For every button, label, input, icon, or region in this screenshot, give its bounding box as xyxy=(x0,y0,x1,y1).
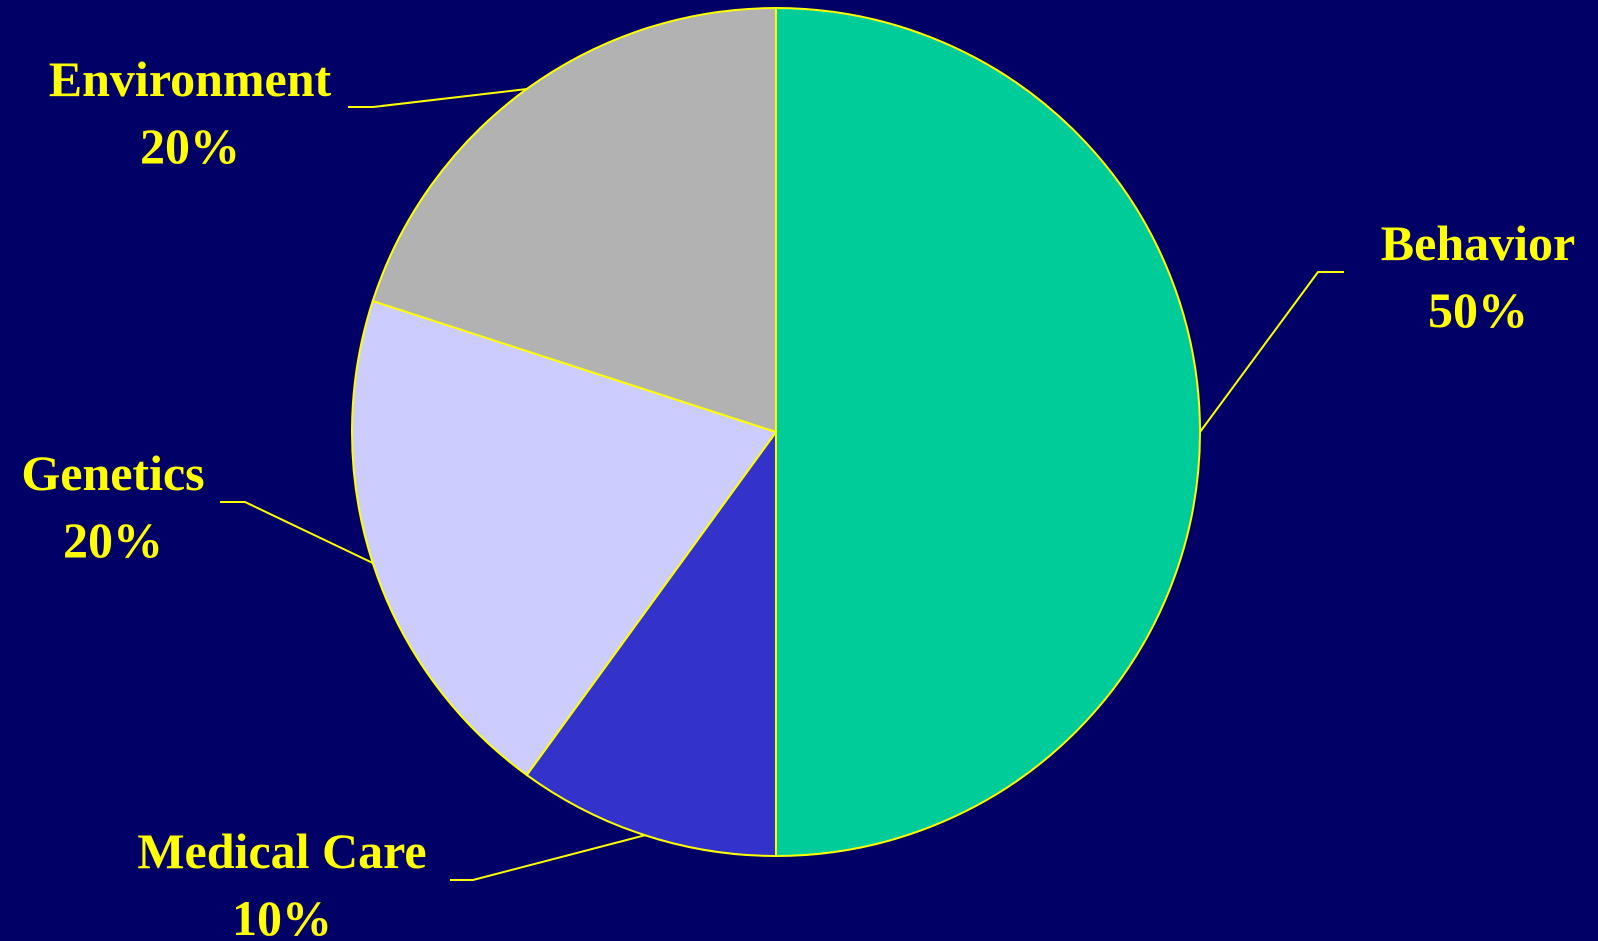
slice-name-label: Genetics xyxy=(21,445,204,501)
slice-name-label: Medical Care xyxy=(137,823,426,879)
pie-slices xyxy=(351,6,1201,858)
leader-line-environment xyxy=(348,88,527,108)
slice-percent-label: 50% xyxy=(1428,282,1528,338)
slice-name-label: Behavior xyxy=(1381,215,1575,271)
leader-line-medical-care xyxy=(450,834,646,881)
slice-percent-label: 10% xyxy=(232,890,332,941)
leader-line-behavior xyxy=(1199,271,1344,433)
slice-percent-label: 20% xyxy=(63,512,163,568)
leader-lines xyxy=(220,88,1344,881)
slice-labels: Behavior 50% Medical Care 10% Genetics 20% Env… xyxy=(21,51,1575,941)
leader-line-genetics xyxy=(220,501,374,564)
slice-name-label: Environment xyxy=(49,51,332,107)
slice-percent-label: 20% xyxy=(140,118,240,174)
